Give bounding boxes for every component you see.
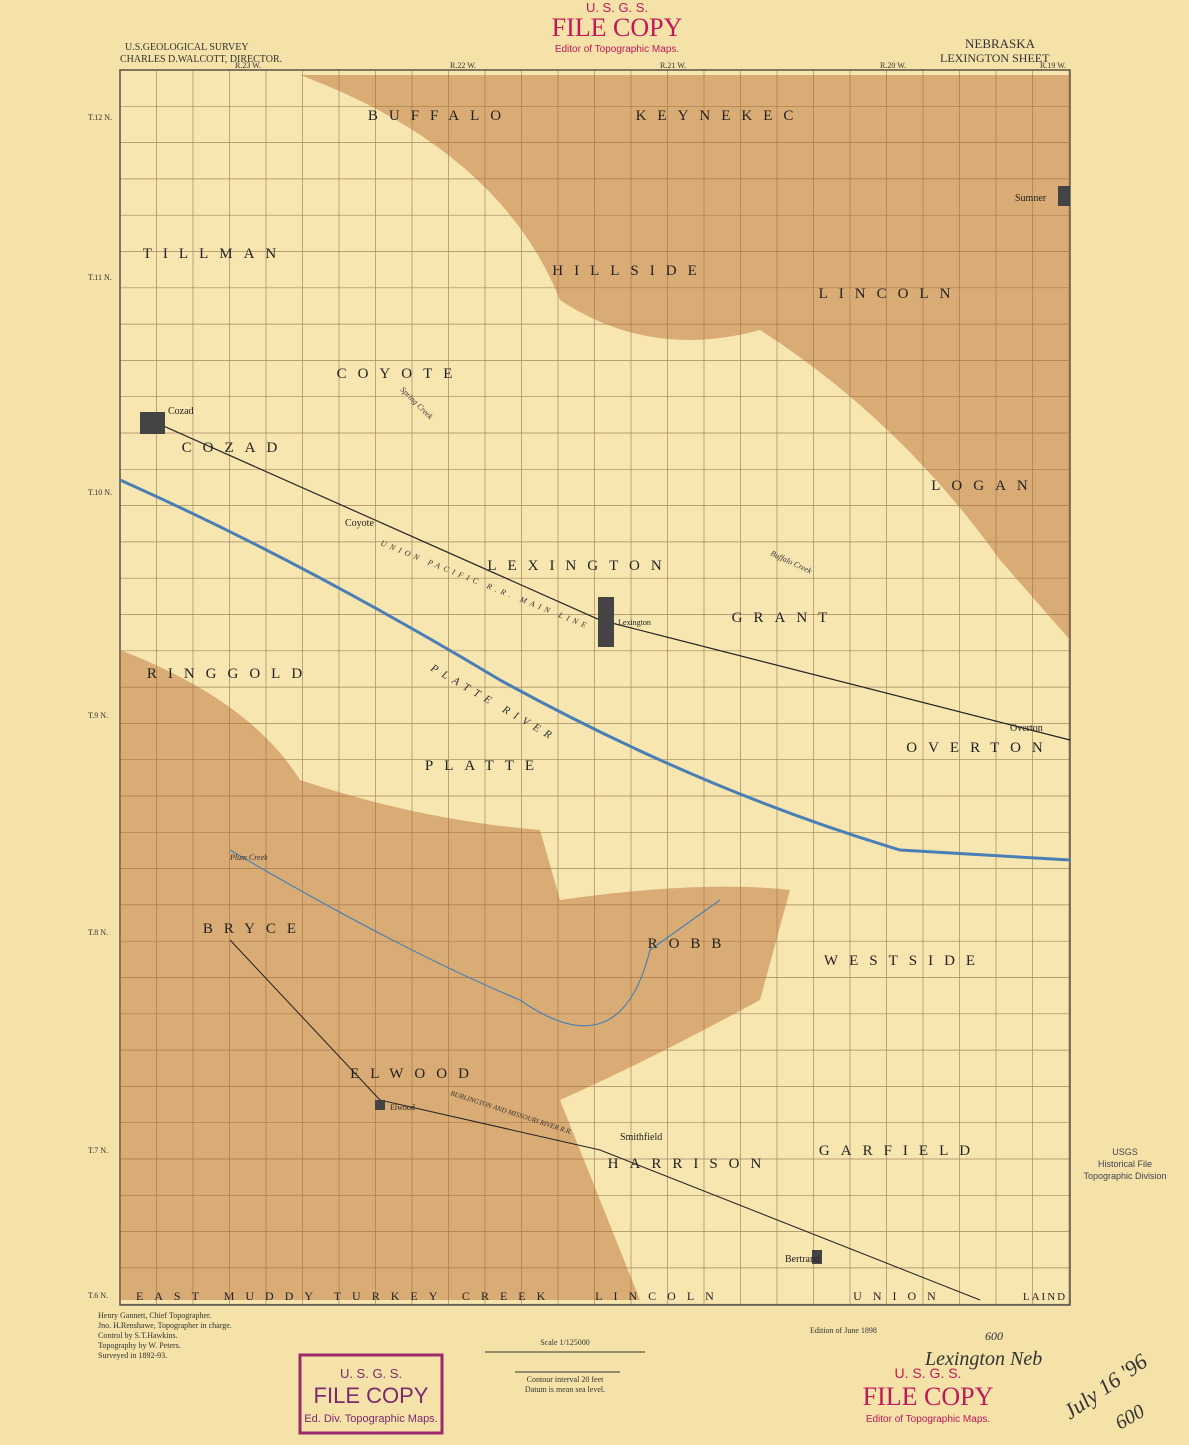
- scale: Scale 1/125000: [540, 1338, 590, 1347]
- town-blocks: [140, 186, 1070, 1264]
- stamp-title: FILE COPY: [552, 13, 683, 42]
- precinct: GRANT: [732, 610, 839, 626]
- precinct: TILLMAN: [143, 246, 288, 262]
- range: R.20 W.: [880, 61, 906, 70]
- director: CHARLES D.WALCOTT, DIRECTOR.: [120, 54, 282, 65]
- town: Elwood: [390, 1103, 415, 1112]
- platte-river: [119, 478, 1071, 862]
- precinct: LINCOLN: [595, 1289, 725, 1303]
- credit: Topography by W. Peters.: [98, 1341, 181, 1350]
- town-labels: Cozad Coyote Lexington Overton Sumner El…: [168, 193, 1047, 1265]
- precinct: HARRISON: [608, 1156, 773, 1172]
- town: Sumner: [1015, 193, 1047, 204]
- precinct: ELWOOD: [350, 1066, 480, 1082]
- precinct: PLATTE: [425, 758, 545, 774]
- town: Cozad: [168, 406, 194, 417]
- sheet: LEXINGTON SHEET: [940, 51, 1050, 65]
- precinct: RINGGOLD: [147, 666, 313, 682]
- precinct: UNION: [853, 1289, 947, 1303]
- township-row: T.10 N.: [88, 488, 112, 497]
- credit: Henry Gannett, Chief Topographer.: [98, 1311, 211, 1320]
- archive-line: Historical File: [1098, 1159, 1152, 1169]
- precinct-labels: BUFFALO KEYNEKEC TILLMAN HILLSIDE LINCOL…: [136, 108, 1067, 1303]
- range-labels: R.23 W. R.22 W. R.21 W. R.20 W. R.19 W. …: [88, 61, 1066, 1300]
- range: R.22 W.: [450, 61, 476, 70]
- stamp-subtitle: Editor of Topographic Maps.: [866, 1414, 990, 1425]
- township-row: T.12 N.: [88, 113, 112, 122]
- bottom-stamp: U. S. G. S. FILE COPY Ed. Div. Topograph…: [298, 1353, 444, 1435]
- datum: Datum is mean sea level.: [525, 1385, 605, 1394]
- precinct: ROBB: [648, 936, 733, 952]
- railroad: [229, 939, 981, 1301]
- stamp-subtitle: Editor of Topographic Maps.: [555, 44, 679, 55]
- top-stamp: U. S. G. S. FILE COPY Editor of Topograp…: [552, 0, 683, 55]
- precinct: BRYCE: [203, 921, 307, 937]
- stamp-title: FILE COPY: [863, 1382, 994, 1411]
- precinct: GARFIELD: [819, 1143, 981, 1159]
- precinct: LAIND: [1023, 1291, 1067, 1303]
- edition: Edition of June 1898: [810, 1326, 877, 1335]
- precinct: LEXINGTON: [487, 558, 672, 574]
- credit: Jno. H.Renshawe, Topographer in charge.: [98, 1321, 232, 1330]
- creek-label: Plum Creek: [229, 853, 268, 862]
- precinct: LOGAN: [931, 478, 1039, 494]
- precinct: WESTSIDE: [824, 953, 986, 969]
- precinct: COYOTE: [337, 366, 464, 382]
- stamp-org: U. S. G. S.: [895, 1365, 962, 1381]
- stamp-org: U. S. G. S.: [586, 0, 648, 15]
- stamp-title: FILE COPY: [314, 1383, 429, 1408]
- range: R.23 W.: [235, 61, 261, 70]
- terrain: [120, 75, 1070, 1300]
- handwritten-number: 600: [985, 1329, 1003, 1343]
- township-row: T.8 N.: [88, 928, 108, 937]
- agency: U.S.GEOLOGICAL SURVEY: [125, 42, 249, 53]
- precinct: KEYNEKEC: [636, 108, 805, 124]
- town: Lexington: [618, 618, 651, 627]
- township-row: T.6 N.: [88, 1291, 108, 1300]
- stamp-org: U. S. G. S.: [340, 1366, 402, 1381]
- stamp-subtitle: Ed. Div. Topographic Maps.: [304, 1413, 438, 1425]
- precinct: OVERTON: [906, 740, 1054, 756]
- scale-bar: [485, 1351, 645, 1373]
- right-stamp: U. S. G. S. FILE COPY Editor of Topograp…: [863, 1365, 994, 1425]
- archive-line: USGS: [1112, 1147, 1138, 1157]
- township-row: T.11 N.: [88, 273, 112, 282]
- footer: Henry Gannett, Chief Topographer. Jno. H…: [98, 1311, 877, 1394]
- header: U.S.GEOLOGICAL SURVEY CHARLES D.WALCOTT,…: [120, 36, 1050, 65]
- creek: [229, 849, 721, 1027]
- range: R.19 W.: [1040, 61, 1066, 70]
- town: Smithfield: [620, 1132, 662, 1143]
- town: Bertrand: [785, 1254, 820, 1265]
- archive-stamp: USGS Historical File Topographic Divisio…: [1083, 1147, 1166, 1181]
- town: Overton: [1010, 723, 1043, 734]
- precinct: TURKEY CREEK: [334, 1289, 557, 1303]
- precinct: HILLSIDE: [552, 263, 708, 279]
- precinct: COZAD: [182, 440, 289, 456]
- handwritten-place: Lexington Neb: [924, 1348, 1042, 1370]
- archive-line: Topographic Division: [1083, 1171, 1166, 1181]
- township-row: T.7 N.: [88, 1146, 108, 1155]
- town: Coyote: [345, 518, 374, 529]
- precinct: LINCOLN: [819, 286, 962, 302]
- credit: Surveyed in 1892-93.: [98, 1351, 167, 1360]
- township-row: T.9 N.: [88, 711, 108, 720]
- precinct: BUFFALO: [368, 108, 512, 124]
- state: NEBRASKA: [965, 36, 1036, 51]
- contour: Contour interval 20 feet: [527, 1375, 604, 1384]
- section-grid: [119, 69, 1070, 1305]
- credit: Control by S.T.Hawkins.: [98, 1331, 178, 1340]
- map-frame: [119, 69, 1071, 1306]
- range: R.21 W.: [660, 61, 686, 70]
- precinct: EAST MUDDY: [136, 1289, 324, 1303]
